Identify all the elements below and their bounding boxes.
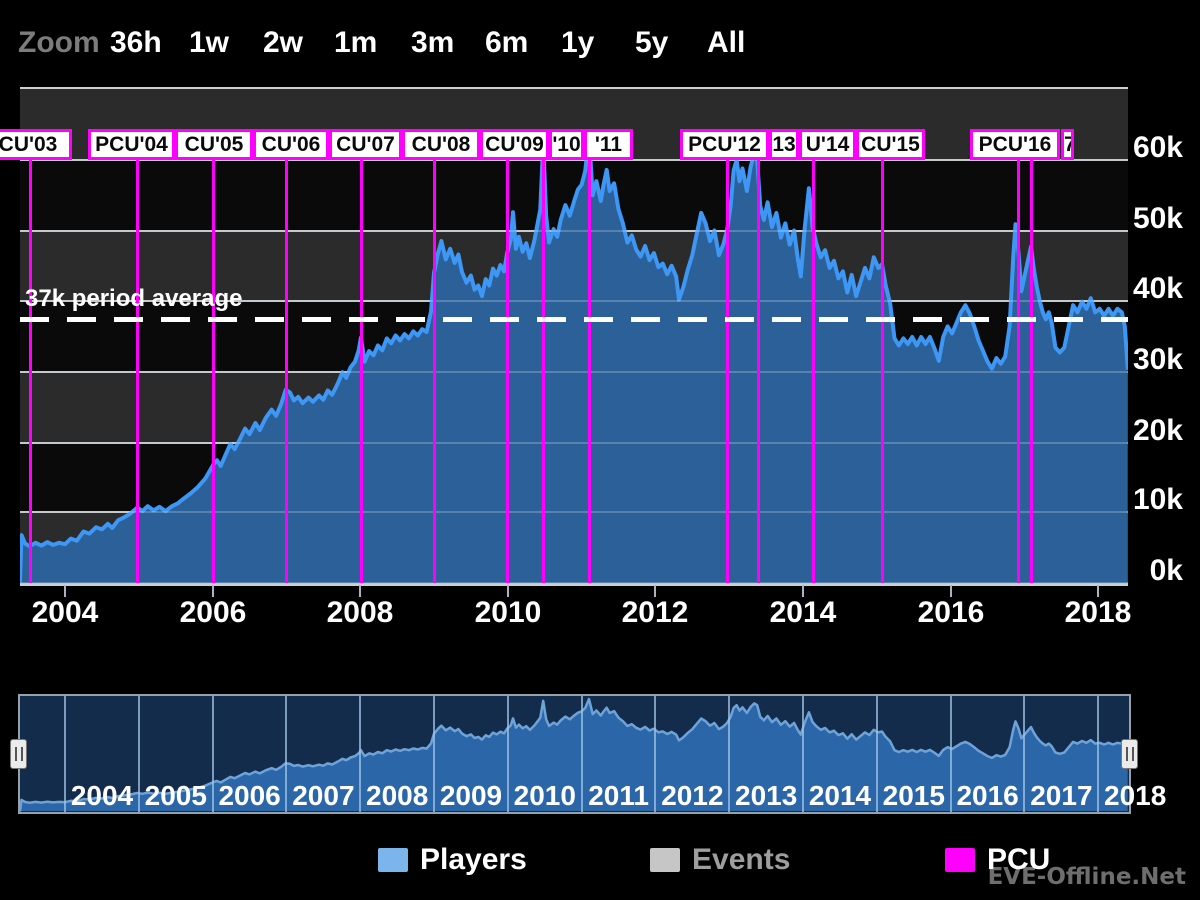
zoom-button-all[interactable]: All (707, 26, 746, 59)
navigator-year-label: 2018 (1104, 780, 1167, 811)
x-axis-tick (1097, 585, 1099, 597)
y-axis-label: 10k (1132, 483, 1183, 516)
x-axis-label: 2006 (179, 596, 247, 629)
pcu-plot-line (284, 159, 288, 583)
pcu-plot-line (811, 159, 815, 583)
x-axis-label: 2012 (621, 596, 689, 629)
y-axis-label: 40k (1132, 272, 1183, 305)
zoom-button-5y[interactable]: 5y (635, 26, 669, 59)
pcu-plot-line (28, 159, 32, 583)
pcu-flag[interactable]: U'14 (799, 129, 856, 160)
x-axis-tick (802, 585, 804, 597)
pcu-flag[interactable]: 13 (769, 129, 799, 160)
zoom-button-6m[interactable]: 6m (485, 26, 529, 59)
zoom-button-1m[interactable]: 1m (334, 26, 378, 59)
pcu-flag[interactable]: CU'09 (480, 129, 549, 160)
zoom-button-1w[interactable]: 1w (189, 26, 230, 59)
zoom-button-36h[interactable]: 36h (110, 26, 162, 59)
x-axis-tick (359, 585, 361, 597)
pcu-flag[interactable]: CU'08 (402, 129, 480, 160)
x-axis-tick (64, 585, 66, 597)
y-axis-label: 30k (1132, 343, 1183, 376)
pcu-flag[interactable]: CU'06 (253, 129, 329, 160)
pcu-plot-line (432, 159, 436, 583)
y-gridline-overlay (20, 511, 1128, 513)
y-gridline-overlay (20, 371, 1128, 373)
pcu-plot-line (725, 159, 729, 583)
x-axis-label: 2008 (326, 596, 394, 629)
plot-band (20, 160, 1128, 231)
navigator-left-handle[interactable] (10, 739, 27, 769)
plot-band (20, 372, 1128, 443)
x-axis-label: 2004 (31, 596, 99, 629)
average-plot-line (20, 317, 1128, 322)
x-axis-line (20, 584, 1128, 586)
legend-label: Players (420, 843, 527, 876)
y-gridline-overlay (20, 442, 1128, 444)
watermark: EVE-Offline.Net (987, 864, 1186, 890)
x-axis-label: 2016 (917, 596, 985, 629)
pcu-plot-line (359, 159, 363, 583)
pcu-flag[interactable]: '11 (584, 129, 633, 160)
x-axis-tick (507, 585, 509, 597)
pcu-plot-line (505, 159, 509, 583)
zoom-button-1y[interactable]: 1y (561, 26, 595, 59)
zoom-button-2w[interactable]: 2w (263, 26, 304, 59)
legend-label: PCU (987, 843, 1051, 876)
pcu-plot-line (541, 159, 545, 583)
x-axis-label: 2018 (1064, 596, 1132, 629)
zoom-bar: Zoom 36h 1w 2w 1m 3m 6m 1y 5y All (0, 22, 1200, 64)
pcu-plot-line (880, 159, 884, 583)
pcu-plot-line (1029, 159, 1033, 583)
pcu-plot-line (1016, 159, 1020, 583)
x-axis-tick (654, 585, 656, 597)
pcu-plot-line (211, 159, 215, 583)
plot-top-border (20, 87, 1128, 89)
legend-label: Events (692, 843, 791, 876)
x-axis-tick (212, 585, 214, 597)
pcu-flag[interactable]: PCU'04 (88, 129, 175, 160)
legend-swatch-players (378, 848, 408, 872)
navigator-right-handle[interactable] (1121, 739, 1138, 769)
x-axis-label: 2014 (769, 596, 837, 629)
y-axis-label: 20k (1132, 414, 1183, 447)
pcu-flag[interactable]: PCU'16 (970, 129, 1060, 160)
y-axis-label: 50k (1132, 202, 1183, 235)
pcu-plot-line (756, 159, 760, 583)
pcu-flag[interactable]: 7 (1061, 129, 1074, 160)
y-axis-label: 0k (1149, 554, 1183, 587)
legend-swatch-events (650, 848, 680, 872)
zoom-button-3m[interactable]: 3m (411, 26, 455, 59)
pcu-flag[interactable]: '10 (549, 129, 584, 160)
pcu-flag[interactable]: CU'07 (329, 129, 402, 160)
plot-band (20, 443, 1128, 512)
legend-swatch-pcu (945, 848, 975, 872)
pcu-flag[interactable]: CU'03 (0, 129, 72, 160)
x-axis-label: 2010 (474, 596, 542, 629)
pcu-flag[interactable]: CU'05 (175, 129, 253, 160)
pcu-flag[interactable]: CU'15 (856, 129, 925, 160)
pcu-plot-line (587, 159, 591, 583)
pcu-plot-line (135, 159, 139, 583)
pcu-flag[interactable]: PCU'12 (680, 129, 769, 160)
y-gridline-overlay (20, 230, 1128, 232)
zoom-bar-label: Zoom (18, 26, 100, 59)
x-axis-tick (950, 585, 952, 597)
average-plot-line-label: 37k period average (25, 285, 243, 312)
y-axis-label: 60k (1132, 131, 1183, 164)
plot-band (20, 512, 1128, 583)
